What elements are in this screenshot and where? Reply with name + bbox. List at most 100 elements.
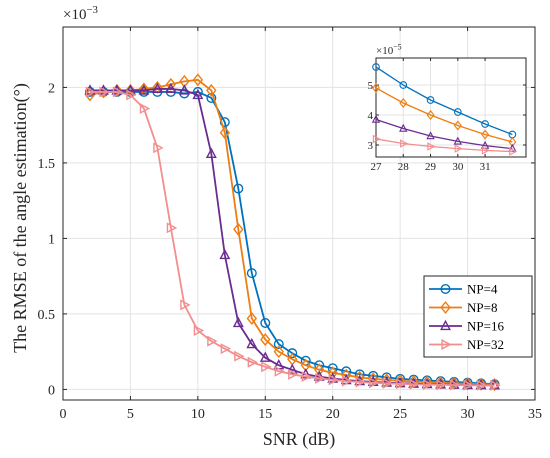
- legend-marker: [440, 319, 451, 331]
- data-point-NP=32: [427, 142, 436, 151]
- data-point-NP=32: [301, 371, 312, 383]
- data-point-NP=32: [454, 144, 463, 153]
- y-tick-label: 1: [48, 232, 55, 247]
- x-tick-label: 29: [425, 161, 437, 173]
- data-point-NP=32: [342, 375, 353, 387]
- data-point-NP=32: [247, 356, 259, 368]
- legend-marker: [440, 284, 451, 295]
- x-tick-label: 35: [528, 407, 542, 422]
- legend-entry-label: NP=8: [467, 300, 497, 315]
- data-point-NP=32: [85, 86, 97, 98]
- data-point-NP=8: [192, 73, 204, 87]
- data-point-NP=8: [206, 83, 217, 97]
- data-point-NP=32: [509, 147, 518, 156]
- data-point-NP=16: [232, 316, 244, 328]
- data-point-NP=8: [367, 372, 379, 386]
- data-point-NP=4: [287, 348, 298, 359]
- data-point-NP=32: [153, 142, 164, 154]
- data-point-NP=4: [273, 339, 284, 350]
- data-point-NP=32: [369, 377, 380, 389]
- data-point-NP=32: [422, 379, 434, 391]
- x-tick-label: 31: [480, 161, 491, 173]
- data-point-NP=16: [165, 82, 177, 94]
- data-point-NP=8: [481, 129, 490, 140]
- data-point-NP=8: [453, 120, 462, 131]
- series-line-NP=8: [375, 87, 513, 143]
- x-tick-label: 15: [258, 407, 272, 422]
- x-axis-label: SNR (dB): [263, 429, 336, 450]
- data-point-NP=32: [328, 374, 339, 386]
- data-point-NP=4: [354, 369, 365, 380]
- y-tick-label: 5: [368, 80, 374, 92]
- data-point-NP=4: [206, 92, 217, 103]
- data-point-NP=32: [180, 299, 191, 311]
- legend-marker: [440, 301, 451, 314]
- data-point-NP=8: [399, 97, 408, 109]
- data-point-NP=8: [273, 345, 284, 359]
- data-point-NP=4: [481, 120, 489, 128]
- y-exponent-label: ×10−3: [63, 4, 98, 23]
- data-point-NP=32: [288, 368, 299, 380]
- x-tick-label: 0: [60, 407, 67, 422]
- data-point-NP=32: [436, 379, 447, 391]
- y-tick-label: 0: [48, 383, 55, 398]
- data-point-NP=8: [371, 82, 381, 94]
- data-point-NP=32: [372, 134, 381, 144]
- data-point-NP=32: [409, 378, 420, 390]
- data-point-NP=32: [139, 103, 151, 115]
- data-point-NP=8: [260, 333, 271, 347]
- y-tick-label: 1.5: [38, 157, 56, 172]
- data-point-NP=16: [124, 84, 136, 95]
- data-point-NP=16: [205, 147, 217, 158]
- data-point-NP=4: [233, 183, 244, 194]
- data-point-NP=32: [481, 146, 490, 155]
- data-point-NP=16: [286, 363, 298, 374]
- legend: NP=4 NP=8 NP=16 NP=32: [423, 275, 533, 358]
- data-point-NP=16: [192, 88, 204, 100]
- axis-labels: SNR (dB) The RMSE of the angle estimatio…: [10, 83, 335, 450]
- data-point-NP=32: [261, 361, 272, 373]
- data-point-NP=8: [219, 126, 231, 140]
- data-point-NP=32: [382, 377, 393, 389]
- x-tick-label: 20: [326, 407, 340, 422]
- data-point-NP=32: [449, 379, 461, 391]
- series-line-NP=32: [89, 91, 495, 387]
- y-tick-label: 4: [368, 110, 374, 122]
- x-tick-label: 5: [127, 407, 134, 422]
- data-point-NP=4: [260, 317, 271, 328]
- data-point-NP=4: [246, 268, 257, 279]
- data-point-NP=4: [372, 63, 380, 71]
- data-point-NP=32: [220, 343, 232, 355]
- x-tick-label: 30: [461, 407, 475, 422]
- data-point-NP=16: [138, 84, 150, 95]
- data-point-NP=32: [463, 379, 474, 391]
- series-line-NP=4: [375, 66, 513, 136]
- data-point-NP=16: [453, 136, 463, 145]
- series-line-NP=32: [375, 138, 513, 153]
- data-point-NP=16: [426, 131, 435, 140]
- legend-entry-label: NP=32: [467, 337, 504, 352]
- data-point-NP=32: [400, 139, 409, 148]
- data-point-NP=32: [112, 86, 124, 98]
- plot-frame: [62, 26, 536, 401]
- series-line-NP=16: [375, 118, 513, 150]
- data-point-NP=32: [315, 372, 326, 384]
- legend-marker: [441, 339, 452, 350]
- data-point-NP=4: [399, 81, 408, 89]
- data-point-NP=16: [371, 114, 381, 123]
- legend-entry-label: NP=16: [467, 319, 504, 334]
- legend-entry-label: NP=4: [467, 282, 498, 297]
- data-point-NP=4: [453, 108, 462, 116]
- data-point-NP=8: [426, 109, 435, 121]
- data-point-NP=16: [399, 123, 408, 132]
- x-tick-label: 25: [393, 407, 407, 422]
- plot-frame: [375, 57, 527, 158]
- data-point-NP=8: [246, 311, 257, 325]
- data-point-NP=32: [396, 378, 407, 390]
- data-point-NP=4: [426, 96, 435, 104]
- y-tick-label: 0.5: [38, 308, 56, 323]
- x-tick-label: 30: [452, 161, 464, 173]
- data-point-NP=32: [99, 86, 110, 98]
